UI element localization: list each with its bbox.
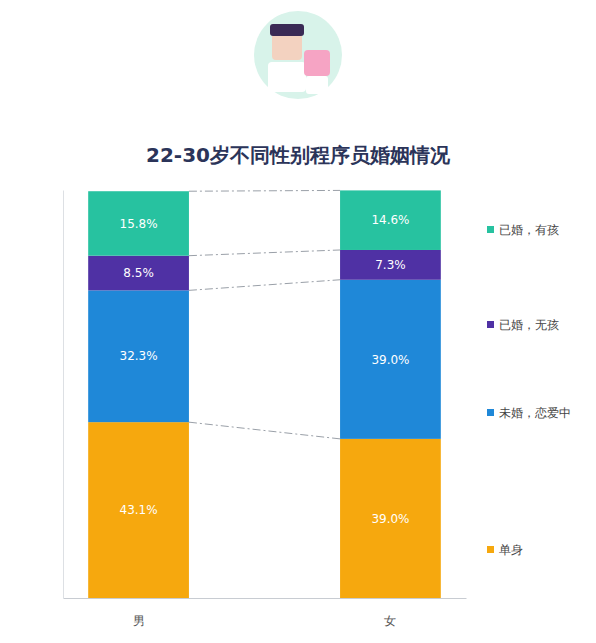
data-label: 8.5%: [123, 266, 154, 280]
data-label: 39.0%: [371, 512, 409, 526]
data-label: 32.3%: [120, 349, 158, 363]
data-label: 39.0%: [371, 353, 409, 367]
bar-segment: [88, 256, 189, 291]
icon: [254, 11, 342, 99]
legend-item: 已婚，有孩: [487, 223, 559, 237]
legend-label: 未婚，恋爱中: [499, 406, 571, 420]
legend-label: 已婚，无孩: [499, 318, 559, 332]
legend-item: 单身: [487, 543, 523, 557]
connectors: [189, 190, 340, 438]
data-label: 7.3%: [375, 258, 406, 272]
x-tick: 女: [384, 598, 396, 628]
bars: [88, 190, 441, 598]
connector: [189, 250, 340, 256]
legend-label: 已婚，有孩: [499, 223, 559, 237]
legend-swatch: [487, 409, 494, 416]
legend-swatch: [487, 546, 494, 553]
bar-segment: [340, 250, 441, 280]
connector: [189, 190, 340, 192]
legend-label: 单身: [499, 543, 523, 557]
bar-segment: [340, 190, 441, 250]
data-label: 43.1%: [120, 503, 158, 517]
connector: [189, 422, 340, 439]
legend-item: 未婚，恋爱中: [487, 406, 571, 420]
legend-swatch: [487, 226, 494, 233]
title: 22-30岁不同性别程序员婚姻情况: [146, 143, 451, 167]
bar-segment: [88, 290, 189, 422]
data-label: 14.6%: [371, 213, 409, 227]
bar-segment: [88, 422, 189, 598]
bar-segment: [340, 280, 441, 439]
icon-hair: [270, 24, 304, 36]
data-labels: 43.1% 39.0% 32.3% 39.0% 8.5% 7.3% 15.8% 14.6%: [120, 213, 410, 525]
legend-swatch: [487, 321, 494, 328]
icon-head-2: [304, 50, 330, 76]
legend-item: 已婚，无孩: [487, 318, 559, 332]
legend: 单身 未婚，恋爱中已婚，无孩 已婚，有孩: [487, 223, 571, 557]
bar-segment: [340, 439, 441, 598]
icon-body: [268, 62, 306, 92]
icon-body-2: [306, 76, 328, 94]
bar-segment: [88, 191, 189, 255]
x-tick: 男: [133, 598, 145, 628]
icon-circle: [254, 11, 342, 99]
y-axis: [63, 191, 64, 599]
data-label: 15.8%: [120, 217, 158, 231]
chart: 22-30岁不同性别程序员婚姻情况 43.1% 39.0% 32.3% 39.0% 8.5…: [0, 0, 596, 643]
x-tick-label: 女: [384, 614, 396, 628]
x-tick-label: 男: [133, 614, 145, 628]
x-axis-line: [64, 598, 467, 599]
x-axis: 男女: [64, 598, 467, 628]
y-axis-line: [63, 191, 64, 599]
connector: [189, 280, 340, 291]
